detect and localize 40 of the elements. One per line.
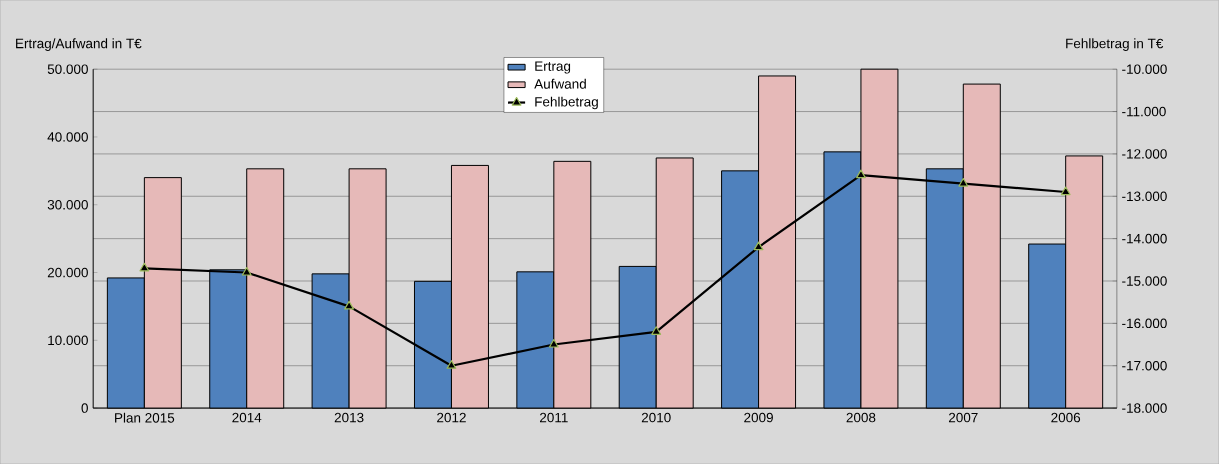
x-tick-label: 2007 [948,412,978,423]
x-tick-label: Plan 2015 [115,412,175,423]
point [446,359,457,369]
point [753,241,764,251]
point [139,262,150,272]
point [548,338,559,348]
point [241,266,252,276]
y-axis-title: Ertrag/Aufwand in T€ [16,38,142,51]
x-tick-label: 2011 [540,412,568,423]
x-tick-label: 2013 [334,412,364,423]
x-tick-label: 2008 [846,412,876,423]
x-tick-label: 2009 [744,412,773,423]
point [958,177,969,187]
x-tick-label: 2006 [1051,412,1081,423]
y-tick-label: 10.000 [48,335,88,345]
y-tick-label: 50.000 [47,64,88,74]
legend-label: Aufwand [534,78,586,89]
y-tick-label: 30.000 [47,199,88,210]
y2-tick-label: -16.000 [1122,318,1167,328]
y2-tick-label: -10.000 [1122,64,1167,74]
y-tick-label: 20.000 [47,267,88,278]
y2-tick-label: -13.000 [1122,191,1167,201]
point [856,169,866,179]
point [1060,186,1071,195]
legend-label: Ertrag [535,61,571,74]
point [651,326,662,335]
x-tick-label: 2012 [437,412,466,423]
y2-tick-label: -12.000 [1122,149,1167,159]
x-tick-label: 2014 [232,412,262,423]
y2-tick-label: -17.000 [1122,360,1167,371]
y2-axis-title: Fehlbetrag in T€ [1066,38,1164,51]
y2-tick-label: -14.000 [1122,233,1167,244]
x-tick-label: 2010 [641,412,671,423]
y-tick-label: 0 [81,403,88,413]
y2-tick-label: -11.000 [1122,106,1166,117]
y2-tick-label: -15.000 [1122,276,1167,286]
y-tick-label: 40.000 [47,132,88,142]
point [344,300,355,310]
y2-tick-label: -18.000 [1122,403,1167,413]
legend-label: Fehlbetrag [535,96,598,110]
